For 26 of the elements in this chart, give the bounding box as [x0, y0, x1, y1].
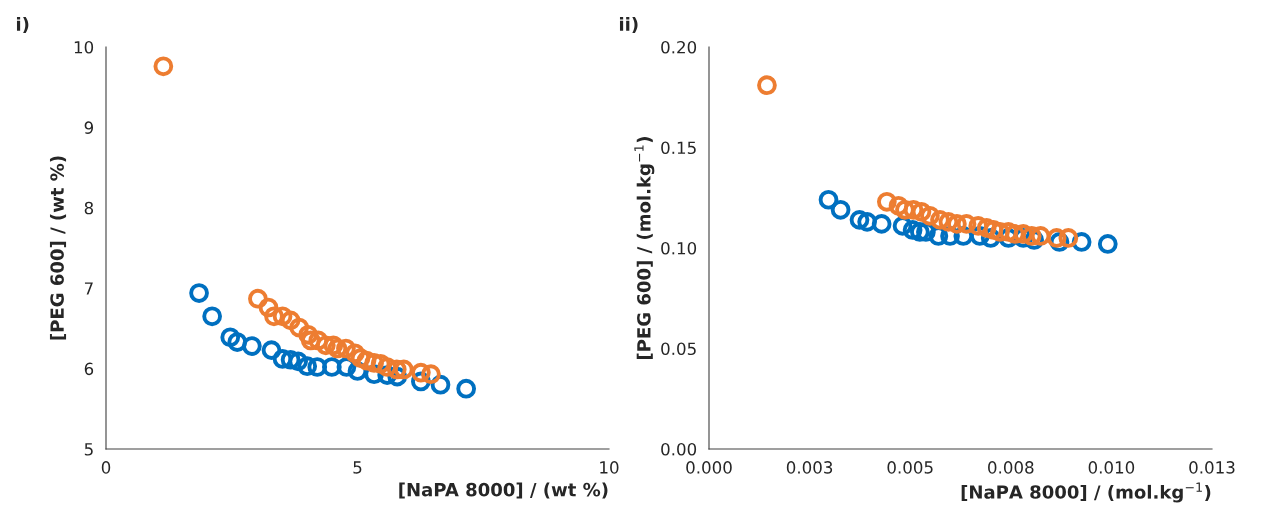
y-tick-label: 0.00: [661, 442, 697, 456]
x-axis-title: [NaPA 8000] / (wt %): [399, 482, 608, 499]
x-tick-label: 0.013: [1189, 461, 1235, 474]
chart-title: i): [16, 16, 29, 34]
y-axis-title: [PEG 600] / (mol.kg$^{−1}$): [634, 137, 655, 360]
y-tick-label: 0.20: [661, 40, 697, 54]
y-tick-label: 8: [84, 201, 94, 215]
x-tick-label: 0.000: [686, 461, 732, 474]
y-tick-label: 0.05: [661, 342, 696, 356]
x-tick-label: 5: [353, 461, 362, 474]
x-tick-label: 0.008: [988, 461, 1034, 474]
y-tick-label: 5: [84, 443, 93, 456]
chart-title: ii): [619, 16, 638, 34]
x-tick-label: 0.005: [887, 461, 933, 474]
x-tick-label: 0.003: [786, 461, 833, 474]
y-axis-title: [PEG 600] / (wt %): [49, 156, 67, 340]
y-tick-label: 0.10: [661, 241, 697, 255]
x-tick-label: 10: [600, 461, 619, 474]
x-axis-title: [NaPA 8000] / (mol.kg$^{−1}$): [961, 482, 1211, 503]
x-tick-label: 0.010: [1088, 461, 1135, 474]
y-tick-label: 0.15: [661, 141, 696, 155]
y-tick-label: 9: [84, 121, 94, 134]
y-tick-label: 10: [74, 40, 94, 54]
y-tick-label: 6: [84, 362, 94, 376]
x-tick-label: 0: [101, 461, 111, 474]
y-tick-label: 7: [84, 282, 93, 295]
